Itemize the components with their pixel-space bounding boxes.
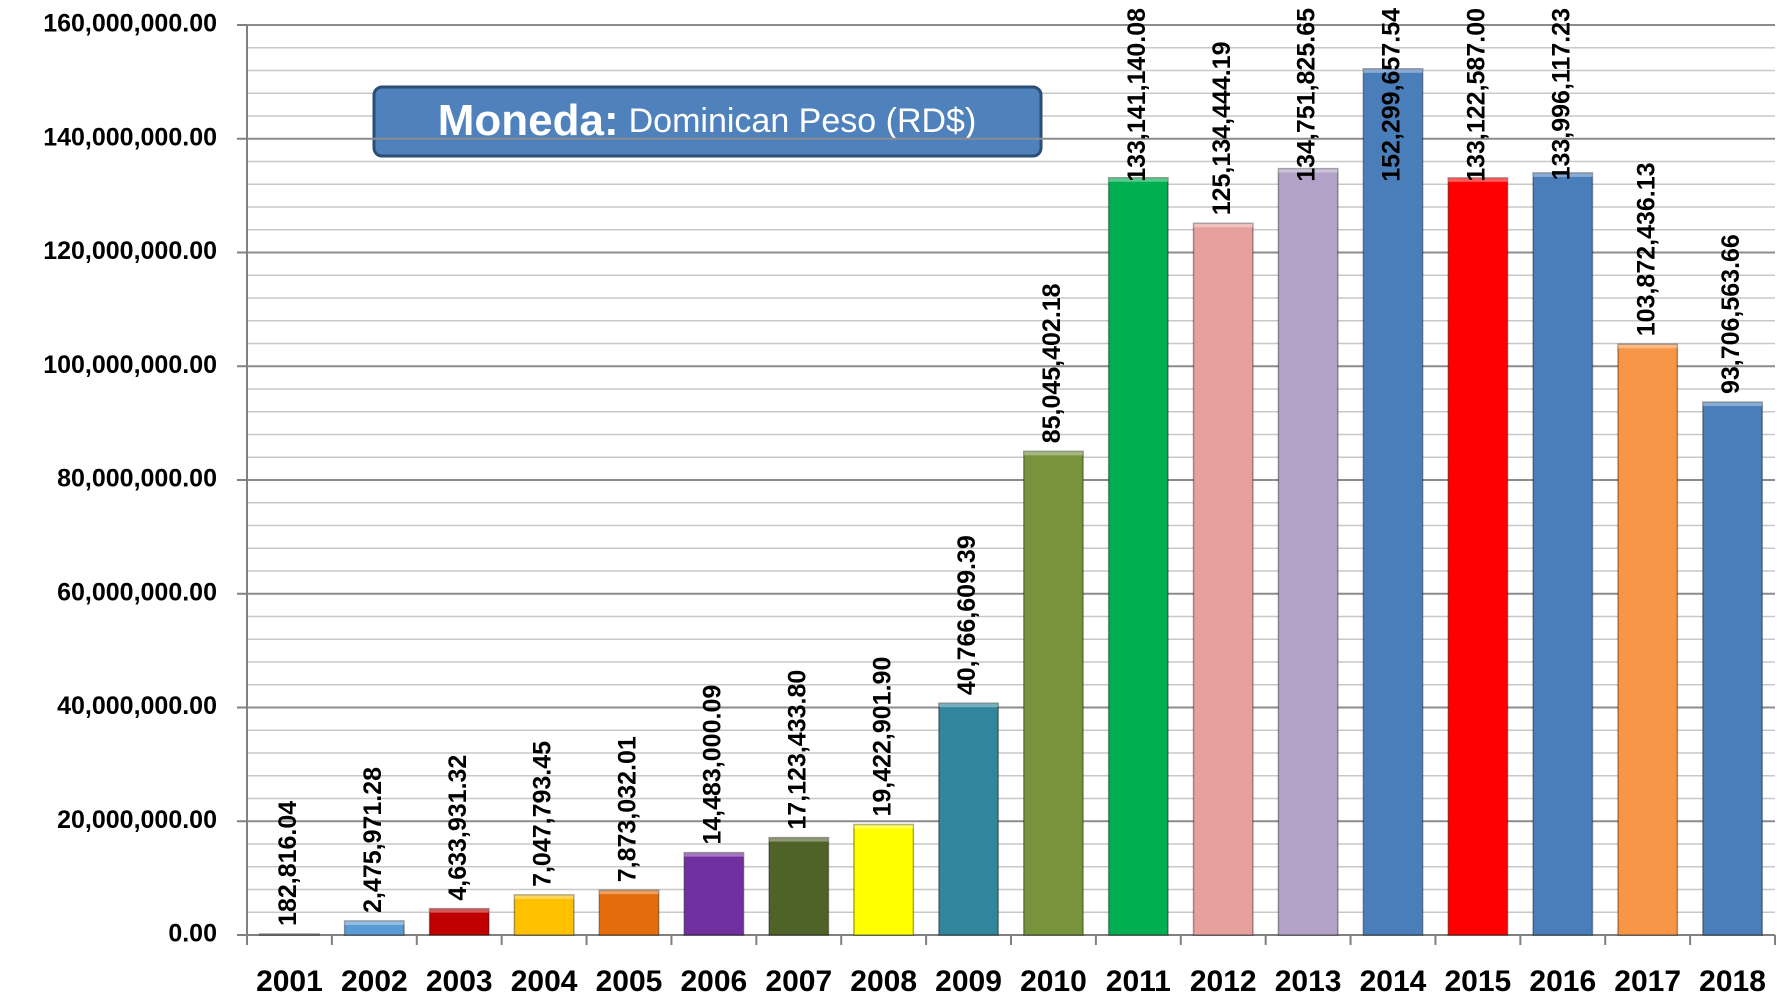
value-label: 134,751,825.65 <box>1293 8 1321 182</box>
bar-highlight <box>1278 168 1338 173</box>
bar-highlight <box>684 852 744 857</box>
y-tick-label: 60,000,000.00 <box>57 578 217 606</box>
value-label: 103,872,436.13 <box>1632 162 1660 336</box>
bar <box>428 907 490 936</box>
x-tick-label: 2013 <box>1275 965 1342 998</box>
y-tick-label: 20,000,000.00 <box>57 806 217 834</box>
y-tick-label: 0.00 <box>168 920 217 948</box>
bar-highlight <box>853 824 914 829</box>
x-tick-label: 2017 <box>1614 965 1681 998</box>
bar <box>1107 177 1169 936</box>
value-label: 125,134,444.19 <box>1208 42 1236 216</box>
bar-highlight <box>1023 451 1084 456</box>
value-label: 2,475,971.28 <box>359 767 387 913</box>
bar-highlight <box>1702 402 1763 407</box>
bar <box>1277 167 1339 936</box>
bar <box>683 851 745 936</box>
x-tick-label: 2002 <box>341 965 408 998</box>
bar-highlight <box>514 894 574 899</box>
x-tick-label: 2015 <box>1445 965 1512 998</box>
bar <box>853 823 915 936</box>
bar-highlight <box>769 837 829 842</box>
value-label: 133,141,140.08 <box>1123 8 1151 182</box>
value-label: 14,483,000.09 <box>698 685 726 845</box>
bar <box>1362 68 1424 936</box>
y-tick-label: 40,000,000.00 <box>57 692 217 720</box>
bar-highlight <box>938 703 999 708</box>
bar <box>598 889 660 936</box>
title-value: Dominican Peso (RD$) <box>629 102 977 140</box>
chart-title: Moneda: Dominican Peso (RD$) <box>438 96 977 145</box>
x-tick-label: 2003 <box>426 965 493 998</box>
value-label: 182,816.04 <box>274 801 302 926</box>
bar <box>1617 343 1679 936</box>
x-tick-label: 2010 <box>1020 965 1087 998</box>
bar-highlight <box>259 933 320 935</box>
bar-highlight <box>1617 344 1678 349</box>
x-tick-label: 2016 <box>1529 965 1596 998</box>
y-tick-label: 100,000,000.00 <box>43 351 217 379</box>
x-tick-label: 2009 <box>935 965 1002 998</box>
bar-highlight <box>429 908 489 913</box>
value-label: 19,422,901.90 <box>868 657 896 817</box>
title-key: Moneda: <box>438 96 619 145</box>
value-label: 7,873,032.01 <box>614 736 642 882</box>
bar <box>343 920 405 936</box>
value-label: 4,633,931.32 <box>444 755 472 901</box>
value-label: 85,045,402.18 <box>1038 283 1066 443</box>
bar <box>1532 172 1594 936</box>
y-tick-label: 120,000,000.00 <box>43 237 217 265</box>
bar-highlight <box>1108 177 1169 182</box>
bar <box>1022 450 1084 936</box>
bar <box>513 894 575 936</box>
bar <box>1192 222 1254 936</box>
bar-highlight <box>1448 177 1508 182</box>
x-tick-label: 2004 <box>511 965 578 998</box>
bar-highlight <box>1533 172 1593 177</box>
x-tick-label: 2018 <box>1699 965 1766 998</box>
y-tick-label: 140,000,000.00 <box>43 123 217 151</box>
bar-highlight <box>344 920 405 925</box>
y-tick-label: 80,000,000.00 <box>57 465 217 493</box>
value-label: 7,047,793.45 <box>529 741 557 887</box>
bar <box>768 836 830 936</box>
x-tick-label: 2012 <box>1190 965 1257 998</box>
x-tick-label: 2011 <box>1106 965 1171 998</box>
x-tick-label: 2001 <box>256 965 323 998</box>
bar <box>258 933 320 936</box>
value-label: 17,123,433.80 <box>783 670 811 830</box>
x-tick-label: 2006 <box>681 965 748 998</box>
x-tick-label: 2008 <box>850 965 917 998</box>
bar <box>1447 177 1509 936</box>
value-label: 133,122,587.00 <box>1462 8 1490 182</box>
value-label: 152,299,657.54 <box>1378 8 1406 182</box>
value-label: 133,996,117.23 <box>1547 8 1575 180</box>
value-label: 40,766,609.39 <box>953 535 981 695</box>
bar <box>938 702 1000 936</box>
x-tick-label: 2005 <box>596 965 663 998</box>
bar-highlight <box>1193 223 1253 228</box>
bar-highlight <box>1363 68 1423 73</box>
x-tick-label: 2007 <box>765 965 832 998</box>
value-label: 93,706,563.66 <box>1717 234 1745 394</box>
bar <box>1702 401 1764 936</box>
bar-highlight <box>599 890 659 895</box>
y-tick-label: 160,000,000.00 <box>43 10 217 38</box>
x-tick-label: 2014 <box>1360 965 1427 998</box>
